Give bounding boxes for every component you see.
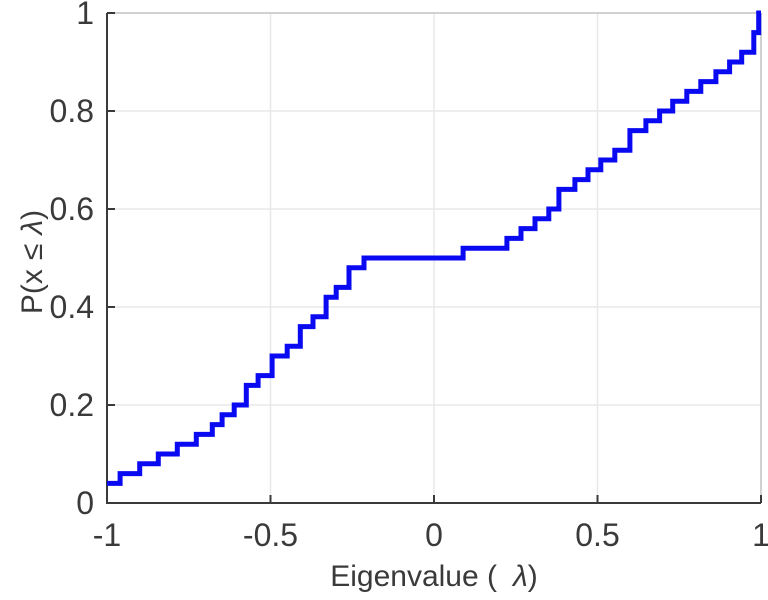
x-tick-label: 0 [425,517,443,553]
lambda-symbol-y: λ [16,220,49,237]
ecdf-step-curve [107,10,762,486]
y-tick-label: 1 [76,0,94,31]
tick-marks [106,12,762,504]
x-tick-label: 1 [752,517,768,553]
y-axis-label-text: P(x [16,269,49,314]
lambda-symbol: λ [511,560,528,593]
y-tick-label: 0.6 [50,191,94,227]
y-tick-labels: 0 0.2 0.4 0.6 0.8 1 [50,0,94,521]
x-tick-label: -1 [93,517,121,553]
plot-box-border [107,12,762,503]
x-tick-label: 0.5 [575,517,619,553]
x-tick-label: -0.5 [243,517,298,553]
x-axis-label-text: Eigenvalue ( [330,560,497,593]
y-tick-label: 0.4 [50,289,94,325]
x-tick-labels: -1 -0.5 0 0.5 1 [93,517,768,553]
y-axis-label-close-paren: ) [16,210,49,220]
y-tick-label: 0 [76,485,94,521]
x-axis-label-close-paren: ) [528,560,538,593]
y-tick-label: 0.8 [50,93,94,129]
x-axis-label: Eigenvalue ( λ) [330,560,538,593]
y-axis-label: P(x ≤ λ) [16,210,49,314]
y-tick-label: 0.2 [50,387,94,423]
grid-lines [107,13,761,503]
leq-symbol: ≤ [16,244,49,260]
